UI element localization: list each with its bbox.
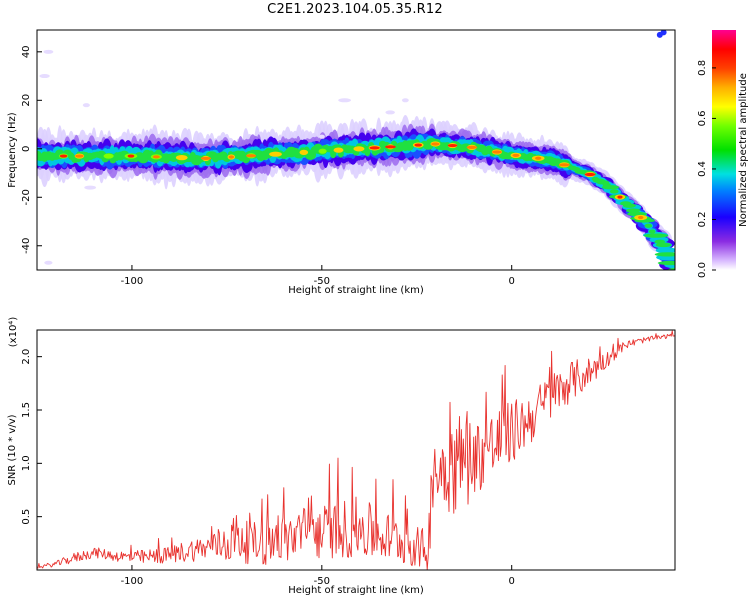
colorbar-ticks: 0.0 0.2 0.4 0.6 0.8	[697, 60, 716, 278]
colorbar-gradient	[712, 30, 736, 270]
spectrogram-cell	[626, 208, 641, 213]
spectrogram-cell	[655, 242, 672, 248]
spectrogram-x-tick-label: -50	[314, 276, 330, 287]
spectrogram-x-label: Height of straight line (km)	[288, 285, 424, 296]
spectrogram-cell	[492, 150, 502, 154]
spectrogram-cell	[369, 146, 380, 150]
spectrogram-cell	[668, 267, 675, 270]
spectrogram-cell	[466, 145, 478, 150]
spectrogram-cell	[622, 203, 636, 208]
spectrogram-cell	[584, 172, 596, 177]
snr-y-tick-label: 1.0	[21, 455, 32, 471]
snr-y-tick-label: 0.5	[21, 509, 32, 525]
spectrogram-cell	[103, 153, 114, 159]
spectrogram-cell	[644, 223, 653, 228]
spectrogram-cell	[269, 151, 282, 157]
spectrogram-cell	[431, 142, 440, 146]
colorbar-tick-label: 0.4	[697, 161, 708, 177]
snr-background	[37, 330, 675, 570]
spectrogram-speckle	[84, 185, 97, 190]
spectrogram-y-tick-label: -40	[21, 238, 32, 254]
spectrogram-cell	[228, 155, 235, 159]
spectrogram-x-tick-label: -100	[121, 276, 144, 287]
colorbar-tick-label: 0.0	[697, 262, 708, 278]
spectrogram-cell	[75, 154, 84, 158]
spectrogram-cell	[601, 185, 620, 190]
snr-y-ticks: 0.5 1.0 1.5 2.0	[21, 349, 42, 525]
snr-frame	[36, 329, 676, 571]
spectrogram-cell	[535, 156, 542, 160]
spectrogram-cell	[643, 233, 669, 238]
chart-title: C2E1.2023.104.05.35.R12	[267, 2, 443, 17]
spectrogram-frame	[36, 29, 676, 271]
spectrogram-cell	[657, 260, 675, 266]
snr-x-tick-label: 0	[509, 576, 515, 587]
spectrogram-x-ticks: -100 -50 0	[121, 265, 515, 287]
snr-x-tick-label: -50	[314, 576, 330, 587]
spectrogram-cell	[152, 155, 160, 159]
spectrogram-cell	[512, 153, 520, 157]
spectrogram-speckle	[39, 74, 50, 79]
spectrogram-speckle	[82, 103, 90, 108]
spectrogram-speckle	[385, 110, 395, 115]
colorbar: 0.0 0.2 0.4 0.6 0.8 Normalized spectral ampl…	[697, 30, 749, 278]
spectrogram-y-tick-label: 0	[21, 146, 32, 152]
snr-y-label: SNR (10 * v/v)	[7, 414, 18, 485]
spectrogram-cell	[414, 143, 423, 147]
spectrogram-y-ticks: -40 -20 0 20 40	[21, 45, 42, 254]
spectrogram-cell	[617, 195, 623, 199]
snr-series-line	[37, 330, 675, 570]
spectrogram-speckle	[44, 260, 53, 265]
spectrogram-speckle	[338, 98, 352, 103]
snr-x-tick-label: -100	[121, 576, 144, 587]
spectrogram-cell	[558, 163, 570, 167]
colorbar-tick-label: 0.2	[697, 212, 708, 228]
spectrogram-cell	[385, 145, 396, 149]
spectrogram-cell	[299, 149, 309, 155]
spectrogram-y-label: Frequency (Hz)	[7, 112, 18, 188]
spectrogram-cell	[353, 146, 365, 152]
snr-y-tick-label: 1.5	[21, 402, 32, 418]
spectrogram-cell	[200, 156, 212, 161]
spectrogram-y-tick-label: -20	[21, 189, 32, 205]
spectrogram-speckle	[656, 31, 663, 38]
colorbar-tick-label: 0.6	[697, 110, 708, 126]
spectrogram-cell	[318, 148, 327, 154]
colorbar-tick-label: 0.8	[697, 60, 708, 76]
snr-multiplier: (x10⁴)	[8, 317, 19, 348]
spectrogram-panel: -100 -50 0 -40 -20 0 20 40 Height of straight …	[7, 29, 676, 296]
spectrogram-speckle	[401, 98, 409, 103]
spectrogram-cell	[59, 154, 68, 158]
snr-x-label: Height of straight line (km)	[288, 585, 424, 596]
spectrogram-cell	[655, 247, 675, 254]
spectrogram-cell	[127, 154, 135, 158]
snr-y-tick-label: 2.0	[21, 349, 32, 365]
spectrogram-marks	[37, 30, 675, 270]
spectrogram-cell	[654, 252, 675, 257]
colorbar-label: Normalized spectral amplitude	[738, 73, 749, 227]
spectrogram-cell	[648, 229, 656, 234]
spectrogram-cell	[447, 143, 458, 148]
spectrogram-x-tick-label: 0	[509, 276, 515, 287]
spectrogram-speckle	[43, 49, 54, 54]
snr-x-ticks: -100 -50 0	[121, 565, 515, 587]
spectrogram-cell	[175, 155, 188, 161]
spectrogram-cell	[245, 154, 257, 158]
spectrogram-speckle	[318, 134, 325, 139]
spectrogram-cell	[638, 215, 644, 220]
spectrogram-y-tick-label: 20	[21, 94, 32, 107]
snr-panel: -100 -50 0 0.5 1.0 1.5 2.0 Height of straight…	[7, 317, 676, 596]
spectrogram-cell	[333, 147, 344, 153]
spectrogram-y-tick-label: 40	[21, 45, 32, 58]
spectrogram-cell	[609, 189, 619, 194]
